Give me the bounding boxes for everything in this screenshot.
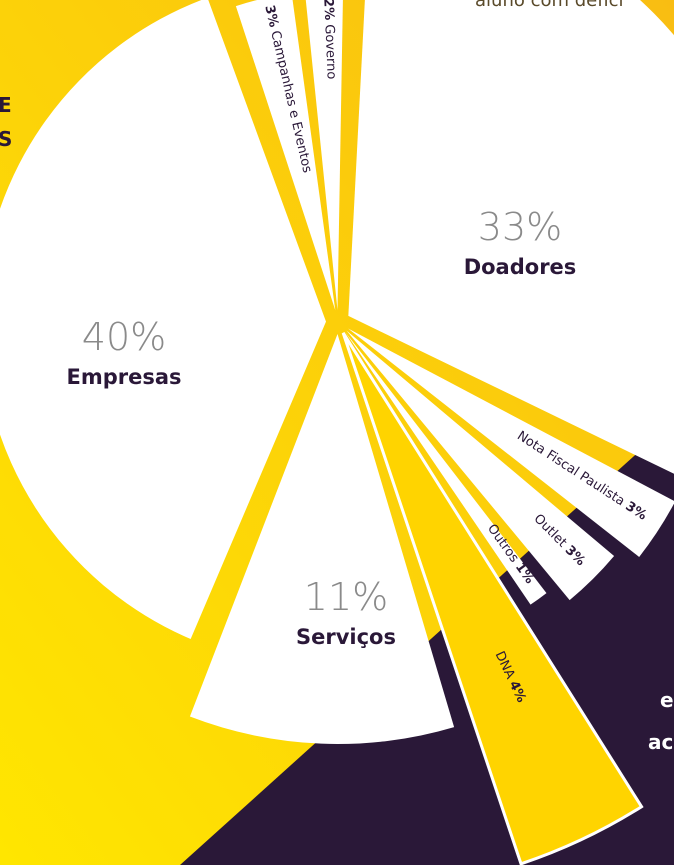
value-label: 3%: [261, 4, 281, 29]
cropped-text: aluno com defici: [475, 0, 623, 11]
cropped-text: E: [0, 93, 12, 117]
cropped-text: e: [660, 688, 674, 712]
slice-percent: 40%: [82, 315, 166, 359]
pie-slice: [235, 0, 336, 311]
pie-slice: [189, 333, 455, 744]
value-label: 2%: [320, 0, 336, 21]
cropped-text: ac: [648, 730, 673, 754]
pie-slice: [305, 0, 343, 311]
pie-slice: [341, 332, 644, 865]
pie-slice: [348, 328, 674, 557]
slice-percent: 11%: [304, 575, 388, 619]
slice-label: 2% Governo: [320, 0, 338, 80]
slice-label: Doadores: [464, 255, 577, 279]
pie-slice: [346, 330, 615, 601]
slice-label: Empresas: [66, 365, 181, 389]
pie-slice: [0, 0, 327, 640]
slice-label: Serviços: [296, 625, 396, 649]
slice-percent: 33%: [478, 205, 562, 249]
cropped-text: S: [0, 127, 12, 151]
category-name: Governo: [321, 24, 338, 80]
pie-slice: [345, 331, 547, 605]
pie-slice: [348, 0, 674, 474]
